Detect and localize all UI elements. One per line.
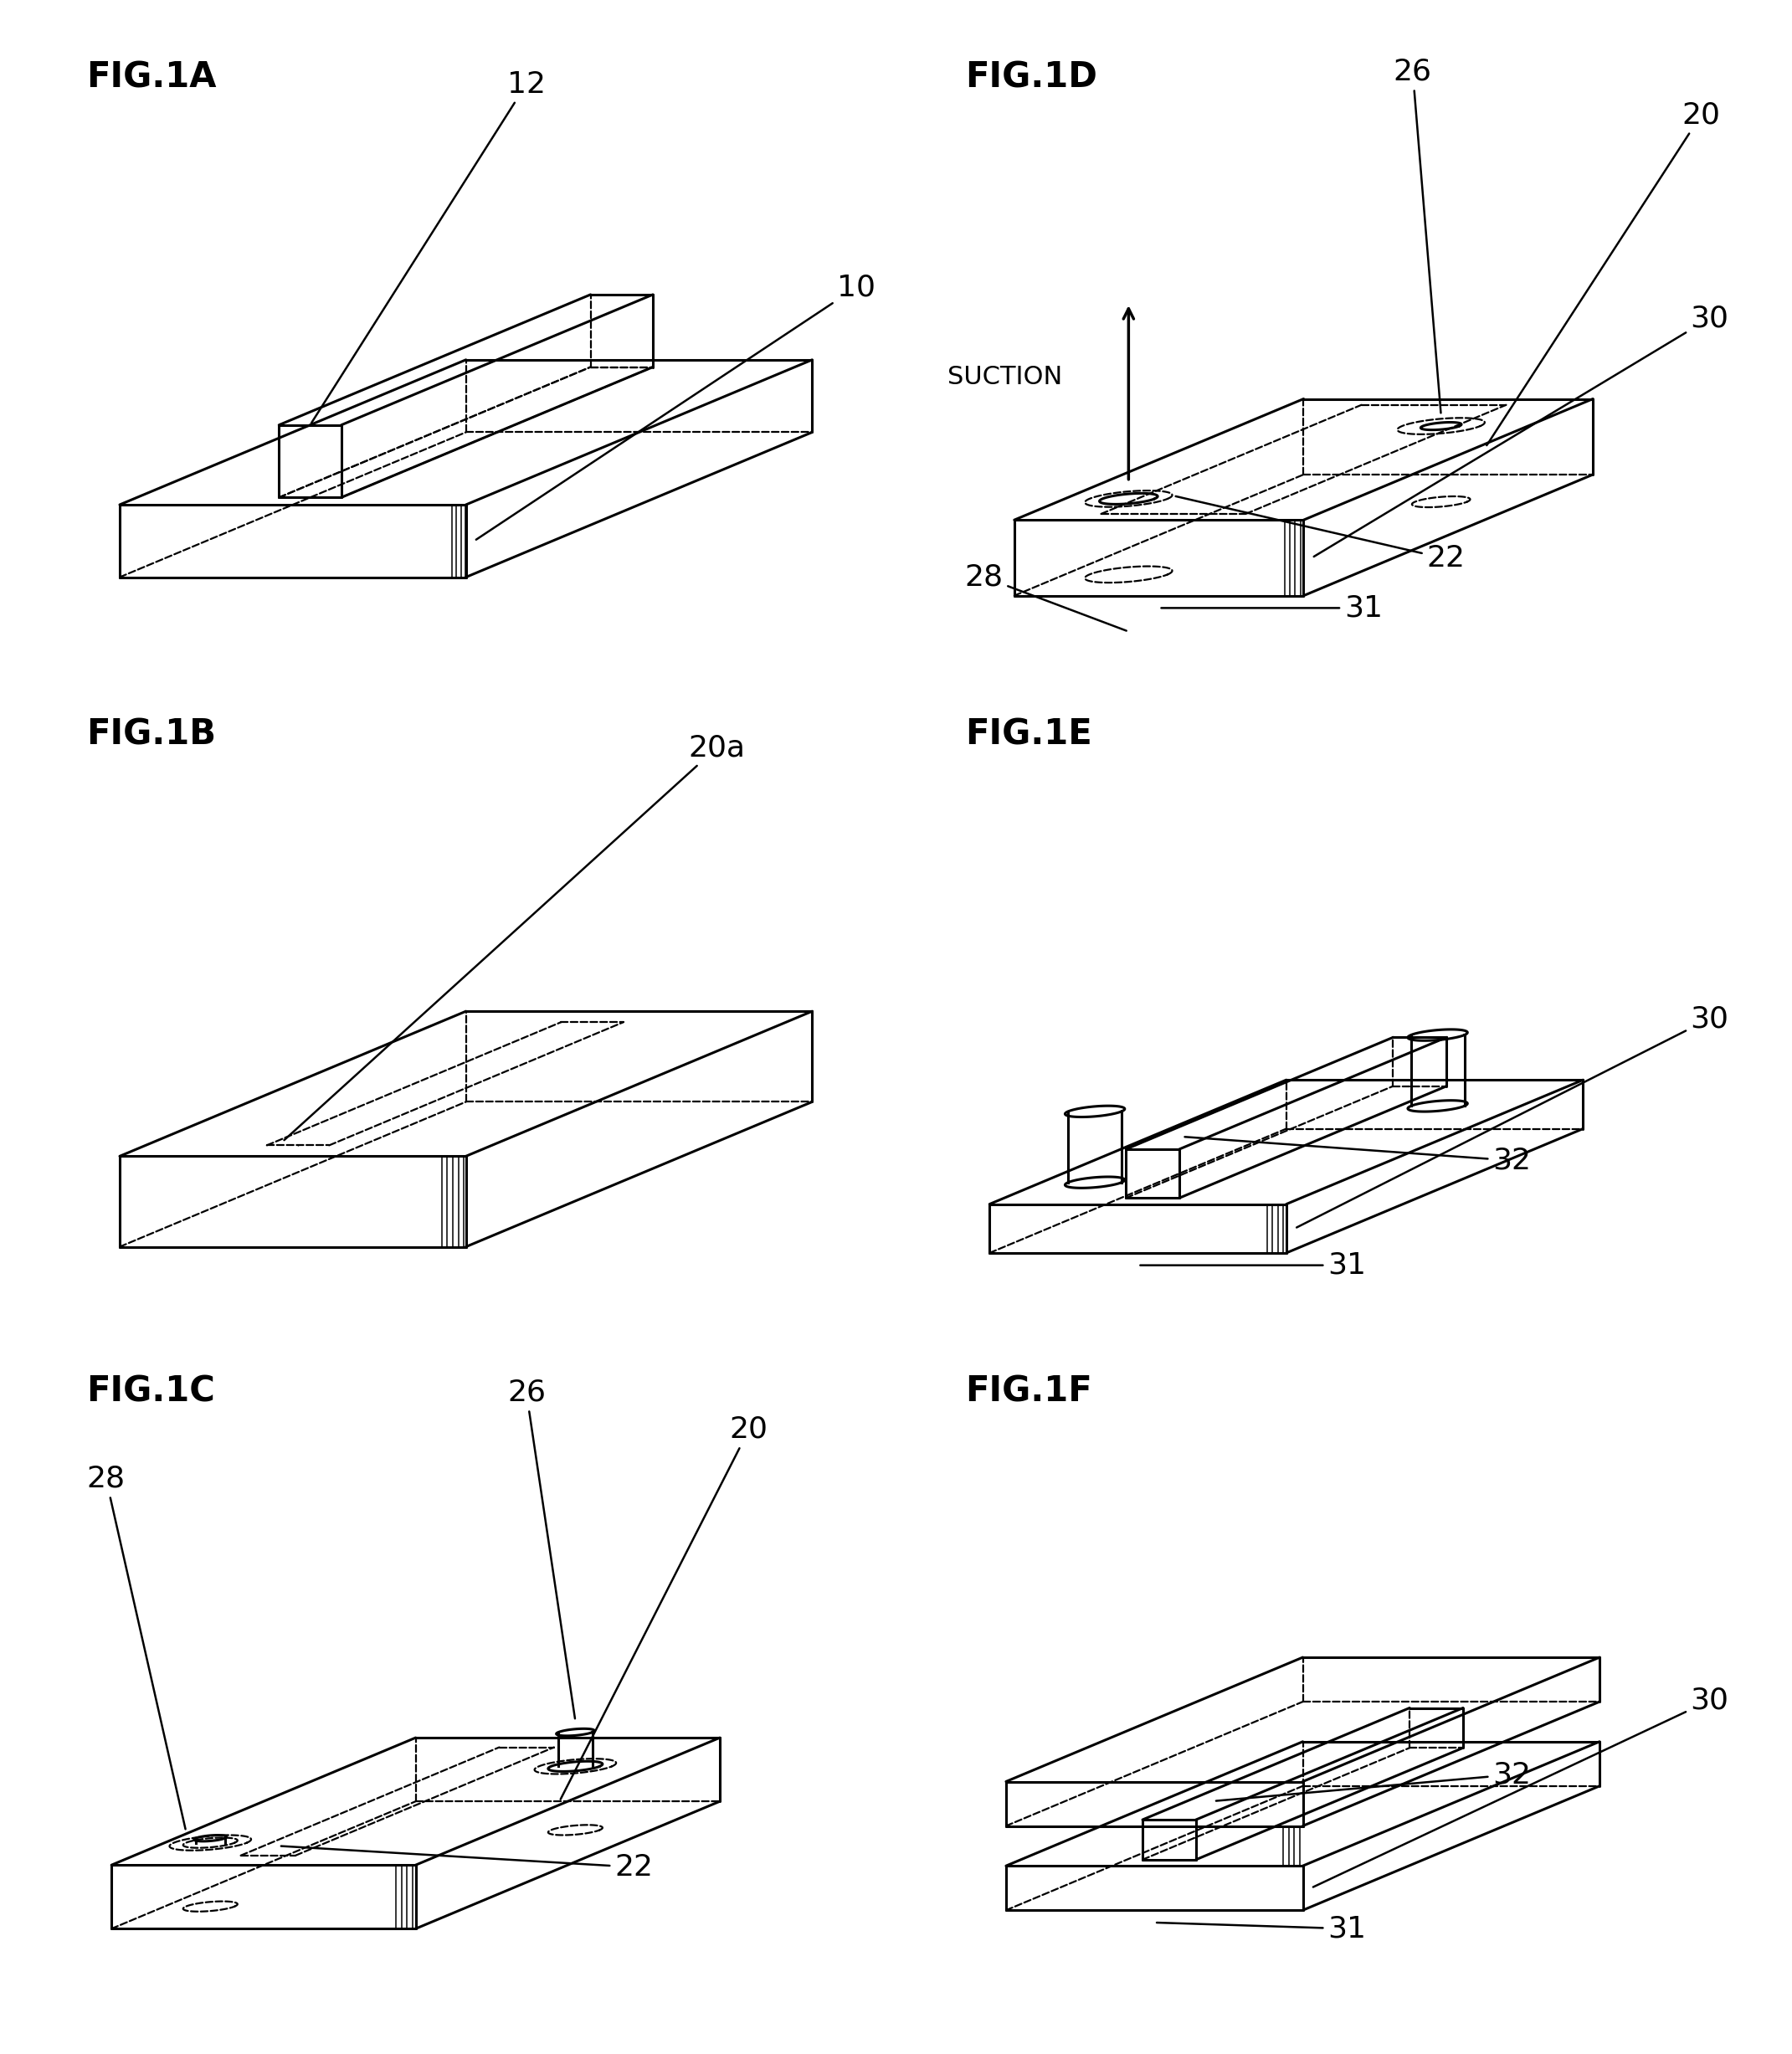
Text: 20a: 20a — [285, 733, 745, 1140]
Text: 30: 30 — [1314, 1686, 1729, 1888]
Text: 26: 26 — [507, 1378, 575, 1719]
Text: 31: 31 — [1161, 594, 1382, 622]
Text: 30: 30 — [1314, 304, 1729, 557]
Text: 20: 20 — [561, 1415, 769, 1799]
Text: 22: 22 — [281, 1847, 652, 1881]
Text: 32: 32 — [1185, 1136, 1530, 1175]
Text: 32: 32 — [1217, 1760, 1530, 1801]
Text: 31: 31 — [1140, 1251, 1366, 1280]
Text: 22: 22 — [1176, 497, 1464, 573]
Text: SUCTION: SUCTION — [948, 366, 1063, 388]
Text: FIG.1E: FIG.1E — [964, 717, 1091, 752]
Text: FIG.1C: FIG.1C — [86, 1374, 215, 1409]
Text: 20: 20 — [1487, 101, 1720, 446]
Text: FIG.1B: FIG.1B — [86, 717, 217, 752]
Text: FIG.1D: FIG.1D — [964, 60, 1097, 94]
Text: FIG.1F: FIG.1F — [964, 1374, 1091, 1409]
Text: 28: 28 — [86, 1465, 185, 1830]
Text: 30: 30 — [1297, 1004, 1729, 1228]
Text: 12: 12 — [312, 70, 545, 423]
Text: 28: 28 — [964, 563, 1127, 631]
Text: 10: 10 — [477, 273, 874, 540]
Text: 26: 26 — [1394, 58, 1441, 413]
Text: 31: 31 — [1156, 1914, 1366, 1943]
Text: FIG.1A: FIG.1A — [86, 60, 217, 94]
